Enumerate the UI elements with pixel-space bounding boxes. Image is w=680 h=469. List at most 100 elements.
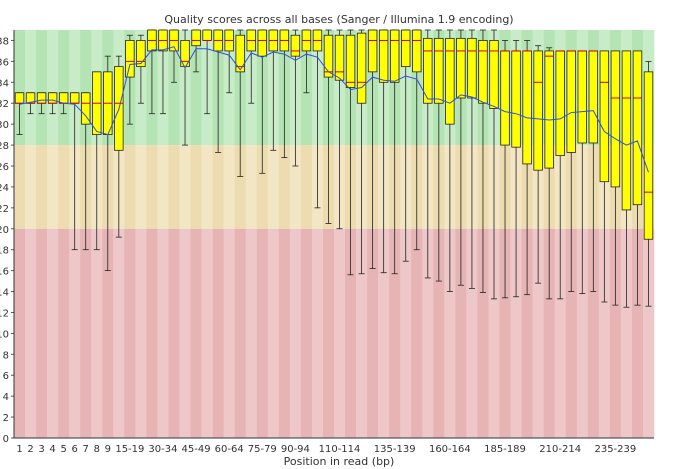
band-cell <box>168 30 180 146</box>
box <box>588 50 599 144</box>
band-cell <box>69 30 81 146</box>
x-tick-label: 8 <box>94 444 100 455</box>
band-cell <box>113 228 125 438</box>
band-cell <box>25 30 37 146</box>
box <box>511 50 521 148</box>
box <box>69 92 80 104</box>
box <box>522 50 532 165</box>
band-cell <box>245 145 258 229</box>
y-tick-label: 16 <box>0 267 9 278</box>
x-tick-label: 2 <box>27 444 33 455</box>
band-cell <box>168 228 180 438</box>
band-cell <box>102 228 114 438</box>
box <box>136 40 146 68</box>
x-tick-label: 4 <box>49 444 55 455</box>
box <box>621 50 632 211</box>
x-tick-label: 110-114 <box>319 444 361 455</box>
band-cell <box>532 228 544 438</box>
box <box>47 92 58 104</box>
band-cell <box>47 228 59 438</box>
x-tick-label: 135-139 <box>374 444 416 455</box>
band-cell <box>223 145 235 229</box>
box <box>577 50 587 144</box>
band-cell <box>14 30 26 146</box>
band-cell <box>157 145 169 229</box>
x-tick-label: 30-34 <box>148 444 177 455</box>
band-cell <box>334 228 346 438</box>
box <box>456 37 466 99</box>
band-cell <box>201 145 213 229</box>
band-cell <box>58 30 70 146</box>
band-cell <box>124 145 136 229</box>
x-tick-label: 15-19 <box>115 444 144 455</box>
box <box>290 34 301 57</box>
band-cell <box>300 228 313 438</box>
x-tick-label: 210-214 <box>539 444 581 455</box>
band-cell <box>157 228 169 438</box>
band-cell <box>367 228 379 438</box>
x-tick-label: 3 <box>38 444 44 455</box>
band-cell <box>565 228 578 438</box>
box <box>58 92 69 104</box>
band-cell <box>80 228 92 438</box>
y-tick-label: 30 <box>0 120 9 131</box>
band-cell <box>36 145 48 229</box>
band-cell <box>58 145 70 229</box>
box <box>599 50 610 183</box>
box <box>356 32 367 104</box>
band-cell <box>80 30 92 146</box>
band-cell <box>289 145 302 229</box>
box <box>367 29 378 73</box>
box <box>412 29 422 73</box>
box <box>14 92 25 104</box>
x-tick-label: 185-189 <box>484 444 526 455</box>
box <box>434 37 444 104</box>
box <box>191 29 201 47</box>
band-cell <box>576 228 589 438</box>
y-tick-label: 18 <box>0 246 9 257</box>
x-tick-label: 5 <box>60 444 66 455</box>
x-tick-label: 235-239 <box>594 444 636 455</box>
band-cell <box>400 228 412 438</box>
box <box>257 29 267 57</box>
band-cell <box>25 228 37 438</box>
y-tick-label: 24 <box>0 183 9 194</box>
band-cell <box>135 145 147 229</box>
band-cell <box>620 228 633 438</box>
box <box>467 37 477 99</box>
band-cell <box>311 228 324 438</box>
box <box>610 50 621 188</box>
y-tick-label: 12 <box>0 308 9 319</box>
band-cell <box>36 30 48 146</box>
box <box>632 50 643 206</box>
x-axis-label: Position in read (bp) <box>284 455 395 468</box>
band-cell <box>256 228 269 438</box>
band-cell <box>212 228 224 438</box>
band-cell <box>300 145 313 229</box>
box <box>323 34 334 78</box>
box <box>643 71 654 240</box>
band-cell <box>47 145 59 229</box>
band-cell <box>521 228 533 438</box>
box <box>544 50 554 169</box>
y-tick-label: 2 <box>3 413 9 424</box>
box <box>345 34 356 88</box>
band-cell <box>278 145 291 229</box>
band-cell <box>190 145 202 229</box>
band-cell <box>179 228 191 438</box>
band-cell <box>411 228 423 438</box>
y-tick-label: 32 <box>0 99 9 110</box>
band-cell <box>422 228 434 438</box>
band-cell <box>14 145 26 229</box>
box <box>489 40 499 109</box>
y-tick-label: 36 <box>0 57 9 68</box>
band-cell <box>168 145 180 229</box>
y-tick-label: 20 <box>0 225 9 236</box>
band-cell <box>36 228 48 438</box>
box <box>423 37 433 104</box>
box <box>180 40 190 68</box>
band-cell <box>488 228 500 438</box>
band-cell <box>135 228 147 438</box>
band-cell <box>245 228 258 438</box>
box <box>81 92 91 125</box>
